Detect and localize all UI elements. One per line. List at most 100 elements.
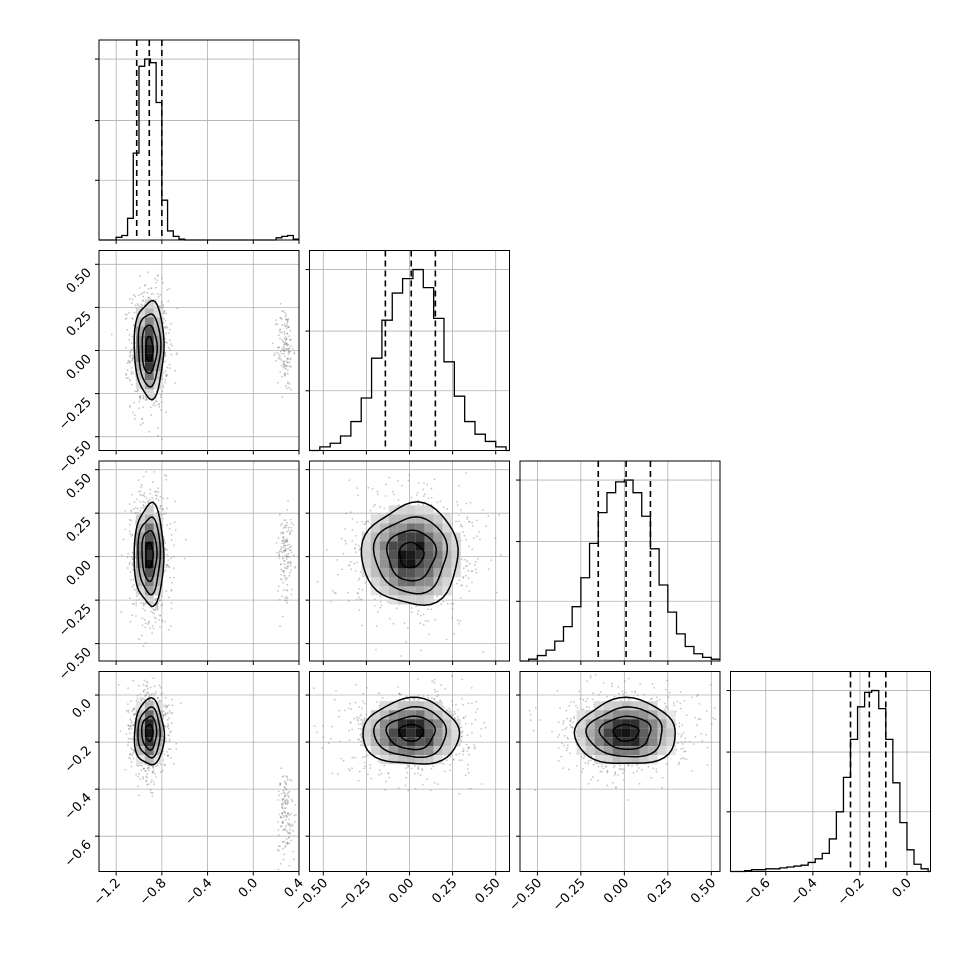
hist2d-cell	[424, 505, 434, 515]
scatter-point	[141, 624, 144, 627]
scatter-point	[359, 598, 361, 601]
scatter-point	[286, 321, 289, 324]
scatter-point	[388, 476, 391, 479]
scatter-point	[697, 718, 700, 721]
contour-line	[360, 501, 459, 606]
scatter-point	[283, 367, 286, 369]
scatter-point	[284, 845, 287, 847]
contour-line	[141, 529, 158, 583]
scatter-point	[140, 303, 143, 306]
scatter-point	[156, 697, 159, 700]
hist2d-cell	[361, 728, 371, 738]
scatter-point	[281, 806, 283, 809]
scatter-point	[612, 766, 615, 769]
scatter-point	[279, 331, 282, 334]
scatter-point	[473, 537, 475, 540]
contour-line	[144, 724, 154, 743]
scatter-point	[417, 609, 420, 612]
scatter-point	[471, 525, 474, 527]
scatter-point	[281, 570, 284, 572]
scatter-point	[286, 842, 289, 845]
scatter-point	[284, 367, 287, 370]
scatter-point	[151, 772, 154, 774]
scatter-point	[433, 781, 436, 784]
scatter-point	[148, 769, 150, 772]
scatter-point	[132, 318, 134, 320]
hist-panel-0	[95, 39, 300, 244]
scatter-point	[287, 561, 289, 564]
scatter-point	[348, 729, 350, 732]
scatter-point	[165, 475, 168, 477]
scatter-point	[183, 557, 186, 560]
scatter-point	[605, 766, 608, 768]
scatter-point	[131, 614, 134, 617]
scatter-point	[286, 583, 289, 586]
scatter-point	[279, 784, 281, 787]
scatter-point	[141, 617, 144, 619]
scatter-point	[380, 604, 383, 607]
scatter-point	[277, 346, 280, 349]
scatter-point	[127, 728, 130, 730]
scatter-point	[647, 765, 650, 768]
scatter-point	[289, 778, 291, 781]
x-tick-label: −0.25	[335, 876, 374, 915]
scatter-point	[681, 724, 684, 726]
scatter-point	[281, 339, 284, 342]
scatter-point	[150, 287, 153, 289]
scatter-point	[290, 798, 293, 801]
scatter-point	[653, 687, 655, 689]
scatter-point	[479, 538, 481, 541]
scatter-point	[134, 295, 137, 298]
scatter-point	[286, 841, 289, 844]
scatter-point	[157, 696, 159, 699]
hist2d-cell	[370, 710, 380, 720]
scatter-point	[132, 724, 134, 727]
scatter-point	[290, 561, 292, 564]
scatter-point	[132, 372, 135, 375]
hist2d-cell	[442, 746, 452, 756]
scatter-point	[364, 522, 367, 525]
scatter-point	[414, 787, 417, 790]
panel-frame	[519, 671, 721, 872]
scatter-point	[465, 565, 467, 568]
scatter-point	[283, 544, 286, 547]
scatter-point	[453, 717, 456, 719]
scatter-point	[131, 738, 133, 740]
scatter-point	[128, 338, 131, 341]
scatter-point	[575, 765, 578, 767]
contour-line	[398, 723, 425, 742]
scatter-point	[292, 523, 295, 526]
scatter-point	[154, 607, 157, 609]
scatter-point	[709, 683, 712, 686]
scatter-point	[277, 357, 280, 360]
scatter-point	[156, 434, 159, 437]
scatter-point	[417, 765, 420, 768]
scatter-point	[358, 596, 360, 599]
panel-frame	[98, 671, 300, 872]
hist2d-cell	[406, 550, 416, 560]
scatter-point	[661, 776, 664, 779]
scatter-point	[284, 788, 287, 790]
scatter-point	[285, 807, 287, 809]
scatter-point	[162, 304, 165, 307]
scatter-point	[712, 717, 714, 719]
scatter-point	[348, 600, 350, 602]
scatter-point	[284, 800, 287, 803]
scatter-point	[561, 729, 564, 731]
hist2d-cell	[388, 541, 398, 551]
scatter-point	[465, 574, 467, 577]
scatter-point	[562, 722, 564, 725]
scatter-point	[283, 323, 286, 325]
scatter-point	[139, 764, 141, 766]
scatter-point	[164, 354, 167, 357]
scatter-point	[285, 318, 288, 320]
scatter-point	[450, 675, 453, 677]
scatter-point	[354, 701, 357, 704]
scatter-point	[287, 343, 290, 346]
hist2d-cell	[415, 541, 425, 551]
scatter-point	[285, 567, 288, 570]
scatter-point	[440, 603, 443, 606]
scatter-point	[280, 550, 283, 553]
scatter-point	[165, 411, 167, 414]
scatter-point	[429, 789, 432, 792]
